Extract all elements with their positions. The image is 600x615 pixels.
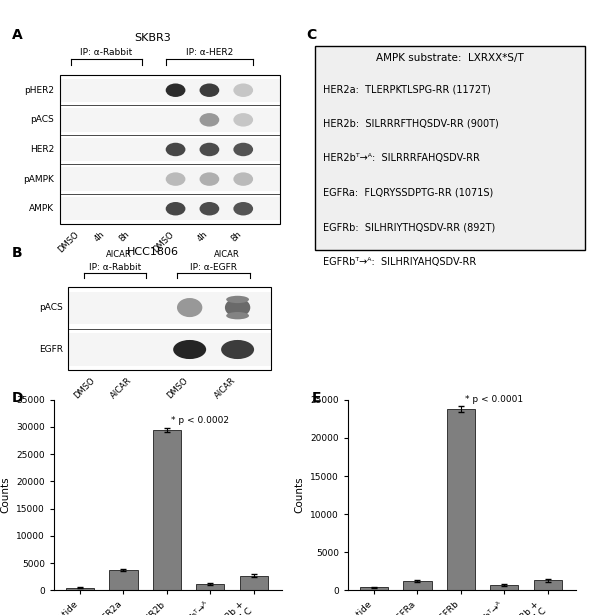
Text: DMSO: DMSO <box>151 229 176 254</box>
Bar <box>60 167 280 191</box>
Text: * p < 0.0001: * p < 0.0001 <box>465 395 523 403</box>
Bar <box>60 79 280 102</box>
Bar <box>239 576 268 590</box>
Bar <box>360 587 388 590</box>
Bar <box>533 580 562 590</box>
Ellipse shape <box>200 202 219 215</box>
Text: * p < 0.0002: * p < 0.0002 <box>171 416 229 426</box>
Ellipse shape <box>225 298 250 317</box>
Ellipse shape <box>166 172 185 186</box>
Ellipse shape <box>226 312 249 319</box>
Text: DMSO: DMSO <box>56 229 81 254</box>
Bar <box>196 584 224 590</box>
Text: HER2bᵀ→ᴬ:  SILRRRFAHQSDV-RR: HER2bᵀ→ᴬ: SILRRRFAHQSDV-RR <box>323 153 480 163</box>
Text: pHER2: pHER2 <box>25 85 55 95</box>
Ellipse shape <box>166 84 185 97</box>
Text: pAMPK: pAMPK <box>23 175 55 184</box>
Text: HER2: HER2 <box>30 145 55 154</box>
Bar <box>60 108 280 132</box>
Text: DMSO: DMSO <box>72 376 97 400</box>
Y-axis label: Counts: Counts <box>1 477 11 514</box>
Ellipse shape <box>177 298 202 317</box>
Text: AICAR: AICAR <box>214 250 239 259</box>
Text: AMPK: AMPK <box>29 204 55 213</box>
Ellipse shape <box>233 113 253 127</box>
Ellipse shape <box>233 84 253 97</box>
Text: A: A <box>12 28 23 42</box>
Text: EGFRbᵀ→ᴬ:  SILHRIYAHQSDV-RR: EGFRbᵀ→ᴬ: SILHRIYAHQSDV-RR <box>323 256 476 266</box>
Text: IP: α-Rabbit: IP: α-Rabbit <box>80 48 133 57</box>
Bar <box>403 581 431 590</box>
Bar <box>60 76 280 224</box>
Bar <box>447 409 475 590</box>
Text: 4h: 4h <box>196 229 209 244</box>
Text: 8h: 8h <box>118 229 132 244</box>
Text: D: D <box>12 391 23 405</box>
Text: IP: α-Rabbit: IP: α-Rabbit <box>89 263 141 272</box>
Bar <box>153 430 181 590</box>
Bar <box>490 585 518 590</box>
Text: SKBR3: SKBR3 <box>134 33 172 43</box>
Text: pACS: pACS <box>31 116 55 124</box>
Ellipse shape <box>200 172 219 186</box>
Bar <box>314 47 586 250</box>
Ellipse shape <box>233 172 253 186</box>
Text: IP: α-HER2: IP: α-HER2 <box>186 48 233 57</box>
Text: EGFRa:  FLQRYSSDPTG-RR (1071S): EGFRa: FLQRYSSDPTG-RR (1071S) <box>323 188 494 197</box>
Text: HER2a:  TLERPKTLSPG-RR (1172T): HER2a: TLERPKTLSPG-RR (1172T) <box>323 84 491 94</box>
Bar <box>68 287 271 370</box>
Ellipse shape <box>221 340 254 359</box>
Bar <box>68 333 271 365</box>
Bar <box>60 197 280 220</box>
Ellipse shape <box>233 143 253 156</box>
Bar <box>109 569 137 590</box>
Text: pACS: pACS <box>39 303 63 312</box>
Ellipse shape <box>200 84 219 97</box>
Bar <box>60 138 280 161</box>
Text: AMPK substrate:  LXRXX*S/T: AMPK substrate: LXRXX*S/T <box>376 53 524 63</box>
Ellipse shape <box>200 113 219 127</box>
Text: 8h: 8h <box>229 229 243 244</box>
Bar <box>68 292 271 323</box>
Text: B: B <box>12 246 23 260</box>
Text: EGFR: EGFR <box>39 345 63 354</box>
Text: DMSO: DMSO <box>165 376 190 400</box>
Bar <box>66 588 94 590</box>
Text: IP: α-EGFR: IP: α-EGFR <box>190 263 237 272</box>
Y-axis label: Counts: Counts <box>295 477 305 514</box>
Text: AICAR: AICAR <box>106 250 132 259</box>
Text: AICAR: AICAR <box>213 376 238 400</box>
Ellipse shape <box>166 143 185 156</box>
Text: E: E <box>312 391 322 405</box>
Text: 4h: 4h <box>92 229 106 244</box>
Ellipse shape <box>173 340 206 359</box>
Text: AICAR: AICAR <box>109 376 133 400</box>
Ellipse shape <box>200 143 219 156</box>
Text: EGFRb:  SILHRIYTHQSDV-RR (892T): EGFRb: SILHRIYTHQSDV-RR (892T) <box>323 222 496 232</box>
Text: HCC1806: HCC1806 <box>127 247 179 257</box>
Ellipse shape <box>233 202 253 215</box>
Text: HER2b:  SILRRRFTHQSDV-RR (900T): HER2b: SILRRRFTHQSDV-RR (900T) <box>323 119 499 129</box>
Ellipse shape <box>166 202 185 215</box>
Text: C: C <box>306 28 316 42</box>
Ellipse shape <box>226 296 249 303</box>
